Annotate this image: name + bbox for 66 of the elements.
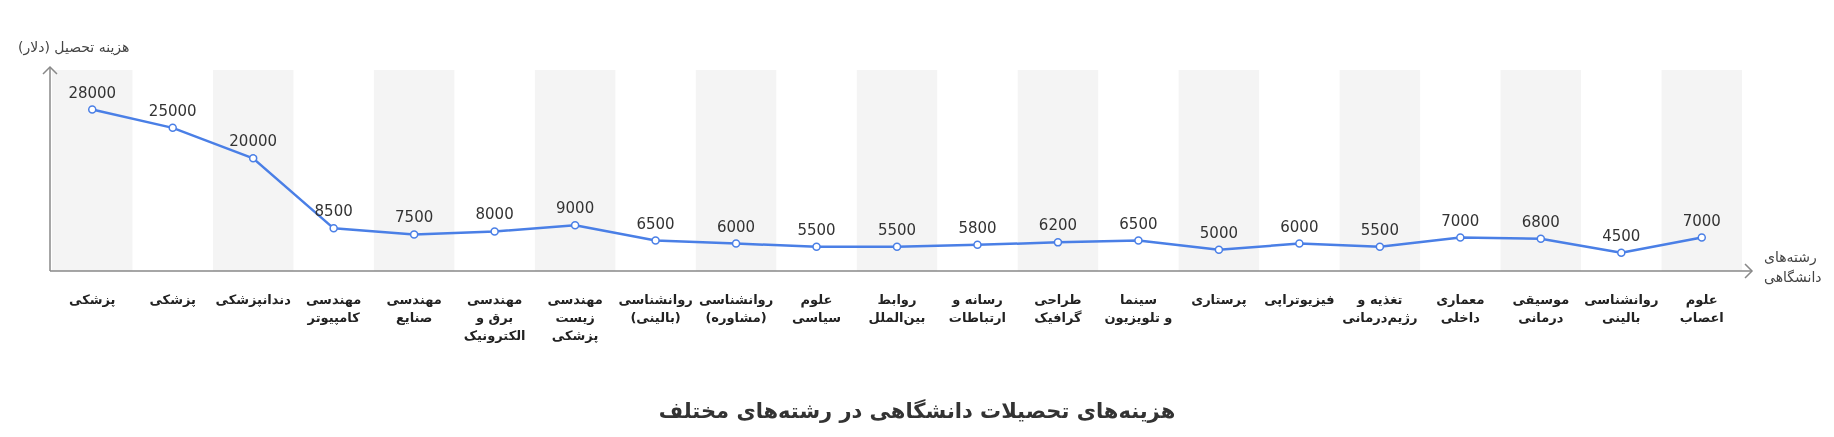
data-label: 5500 [1360, 220, 1399, 239]
x-tick-label: فیزیوتراپی [1264, 292, 1335, 307]
data-label: 8000 [475, 205, 514, 224]
x-tick-label: مهندسی زیست پزشکی [547, 292, 603, 344]
point [329, 224, 338, 233]
x-tick-label: رسانه و ارتباطات [948, 292, 1007, 326]
point [1456, 233, 1465, 242]
data-label: 5500 [797, 220, 836, 239]
data-label: 6000 [716, 217, 756, 236]
point [1053, 238, 1063, 247]
data-label: 9000 [556, 199, 595, 218]
data-label: 7000 [1682, 211, 1721, 230]
data-label: 4500 [1602, 226, 1641, 245]
point [1536, 234, 1546, 243]
x-tick-label: مهندسی صنایع [386, 292, 442, 326]
x-tick-label: پرستاری [1191, 292, 1247, 307]
data-label: 7500 [395, 208, 434, 227]
data-label: 20000 [229, 132, 278, 151]
x-tick-label: مهندسی برق و الکترونیک [463, 292, 526, 344]
x-tick-label: روانشناسی (بالینی) [618, 292, 693, 326]
point [409, 230, 419, 239]
point [248, 154, 258, 163]
point [731, 239, 741, 248]
point [892, 242, 902, 251]
data-label: 25000 [148, 101, 197, 120]
x-tick-label: علوم اعصاب [1679, 292, 1724, 326]
data-label: 6500 [636, 214, 675, 233]
x-tick-label: پزشکی [69, 292, 116, 307]
point [570, 221, 580, 230]
x-tick-label: موسیقی درمانی [1512, 292, 1570, 326]
x-tick-label: مهندسی کامپیوتر [305, 292, 362, 326]
x-tick-label: دندانپزشکی [215, 292, 292, 307]
x-tick-label: تغذیه و رژیم‌درمانی [1342, 292, 1418, 326]
point [651, 236, 660, 245]
text: هزینه‌های تحصیلات دانشگاهی در رشته‌های مختلف [658, 398, 1176, 423]
point [1375, 242, 1385, 251]
point [1697, 233, 1707, 242]
data-label: 7000 [1441, 211, 1480, 230]
y-axis-title: هزینه تحصیل (دلار) [18, 39, 130, 56]
point [812, 242, 821, 251]
point [1134, 236, 1143, 245]
data-label: 6200 [1038, 216, 1078, 235]
x-tick-label: پزشکی [149, 292, 196, 307]
x-tick-label: روابط بین‌الملل [868, 292, 926, 326]
x-tick-label: روانشناسی (مشاوره) [698, 292, 774, 326]
point [1617, 248, 1626, 257]
point [168, 123, 177, 133]
data-label: 28000 [68, 83, 117, 102]
point [87, 105, 97, 114]
x-tick-label: معماری داخلی [1436, 292, 1485, 326]
data-label: 8500 [314, 202, 353, 221]
data-label: 6800 [1521, 212, 1560, 231]
point [1214, 245, 1224, 254]
data-label: 5500 [877, 220, 917, 239]
x-tick-label: روانشناسی بالینی [1584, 292, 1659, 326]
x-tick-label: سینما و تلویزیون [1104, 292, 1173, 326]
point [973, 240, 982, 250]
data-label: 6500 [1119, 214, 1158, 233]
x-tick-label: علوم سیاسی [792, 292, 841, 326]
data-label: 5800 [958, 218, 997, 237]
data-label: 5000 [1199, 223, 1238, 242]
point [490, 227, 499, 236]
data-label: 6000 [1280, 217, 1319, 236]
x-tick-label: طراحی گرافیک [1034, 292, 1083, 326]
point [1295, 239, 1304, 248]
x-axis-title: رشته‌های دانشگاهی [1764, 249, 1822, 285]
